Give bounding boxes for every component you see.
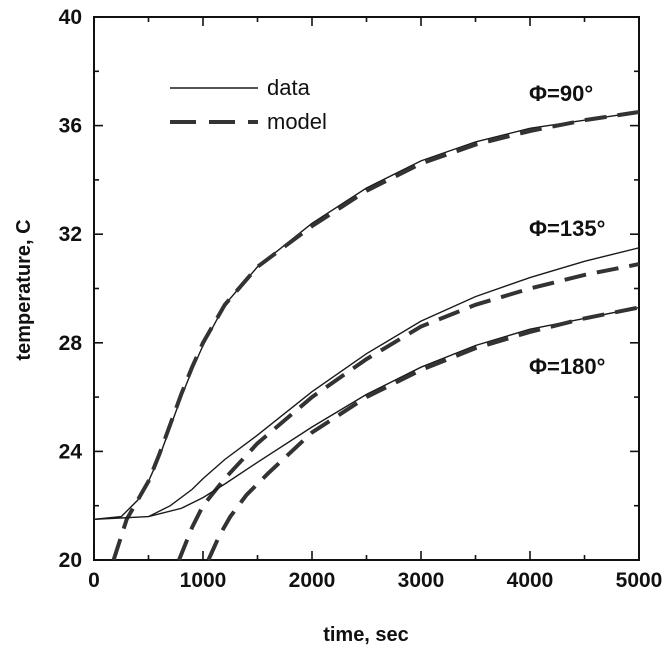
axis-ticks: [93, 16, 640, 561]
series-model-phi-90: [111, 110, 640, 561]
y-axis-title: temperature, C: [13, 219, 35, 360]
series-data-phi-180: [148, 306, 640, 518]
series-data-phi-90: [93, 111, 640, 520]
y-tick-label: 20: [59, 549, 82, 572]
legend-label-model: model: [267, 109, 327, 134]
y-tick-label: 28: [59, 332, 83, 355]
x-tick-label: 1000: [180, 569, 227, 592]
annotation-phi-135: Φ=135°: [529, 216, 605, 241]
y-tick-label: 32: [59, 223, 82, 246]
series-model-phi-180: [206, 305, 640, 561]
y-tick-label: 40: [59, 6, 82, 29]
x-tick-label: 0: [88, 569, 100, 592]
x-tick-label: 3000: [398, 569, 445, 592]
y-tick-label: 36: [59, 115, 82, 138]
legend-label-data: data: [267, 75, 311, 100]
annotation-phi-90: Φ=90°: [529, 81, 593, 106]
legend: data model: [170, 75, 327, 134]
x-axis-title: time, sec: [323, 624, 409, 646]
x-tick-label: 5000: [616, 569, 663, 592]
y-tick-label: 24: [59, 440, 83, 463]
series-data-phi-135: [93, 247, 640, 520]
annotation-phi-180: Φ=180°: [529, 354, 605, 379]
tick-labels: 0 1000 2000 3000 4000 5000 20 24 28 32 36 40: [59, 6, 663, 592]
x-tick-label: 4000: [507, 569, 554, 592]
series-lines: [93, 110, 640, 561]
series-model-phi-135: [177, 262, 640, 561]
x-tick-label: 2000: [289, 569, 336, 592]
